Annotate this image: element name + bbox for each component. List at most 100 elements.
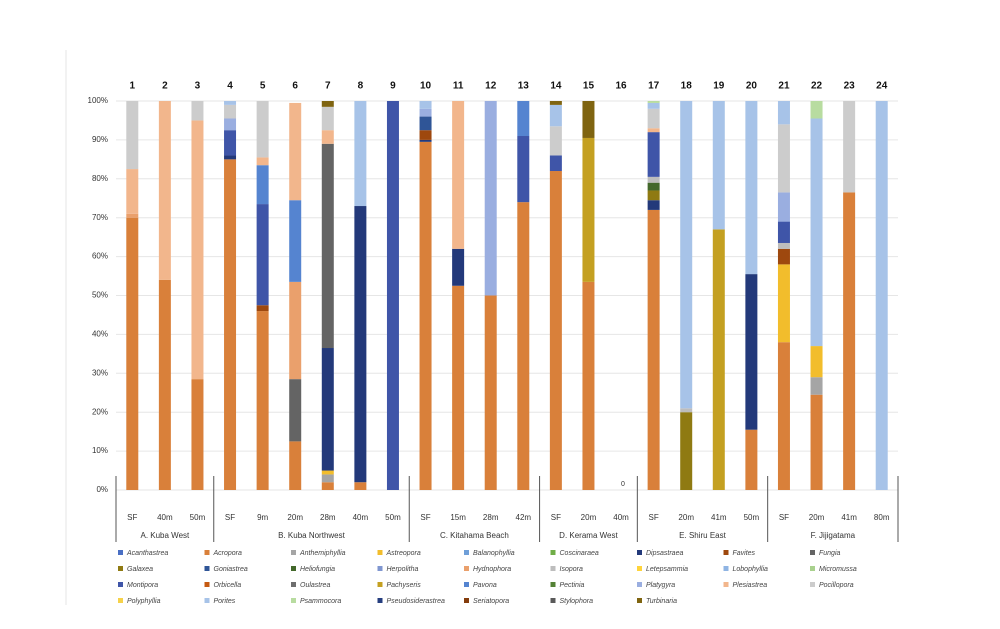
legend-swatch: [204, 598, 210, 603]
x-tick-label: 20m: [678, 513, 694, 522]
legend-swatch: [464, 598, 469, 603]
bar-segment: [321, 470, 334, 475]
y-tick-label: 10%: [92, 446, 108, 455]
bar-number: 4: [227, 81, 233, 92]
bar-segment: [419, 139, 432, 142]
bar-segment: [224, 118, 237, 131]
bar-segment: [126, 217, 139, 490]
bar-segment: [224, 104, 237, 119]
bar-segment: [256, 101, 269, 158]
bar-segment: [777, 242, 790, 249]
bar-segment: [582, 137, 595, 282]
bar-segment: [582, 281, 595, 490]
x-tick-label: 40m: [613, 513, 629, 522]
bar-segment: [289, 281, 302, 380]
legend-label: Goniastrea: [214, 566, 248, 573]
legend-swatch: [550, 550, 556, 555]
bar-segment: [777, 264, 790, 343]
legend-label: Pectinia: [560, 582, 585, 589]
legend-label: Letepsammia: [646, 566, 688, 573]
group-label: E. Shiru East: [679, 531, 726, 540]
bar-segment: [354, 482, 367, 490]
legend-swatch: [291, 582, 296, 587]
legend-label: Lobophyllia: [733, 566, 769, 573]
bar-number: 20: [746, 81, 758, 92]
bar-segment: [810, 346, 823, 378]
bar-segment: [777, 101, 790, 125]
legend-swatch: [377, 566, 383, 571]
bar-segment: [191, 101, 204, 121]
y-tick-label: 40%: [92, 330, 108, 339]
bar-segment: [419, 130, 432, 140]
legend-swatch: [377, 598, 383, 603]
bar-segment: [452, 101, 465, 249]
bar-segment: [777, 221, 790, 243]
bar-segment: [680, 101, 693, 409]
legend-swatch: [291, 598, 296, 603]
y-tick-label: 30%: [92, 368, 108, 377]
legend-label: Stylophora: [560, 598, 594, 605]
x-tick-label: 50m: [744, 513, 760, 522]
legend-label: Herpolitha: [387, 566, 419, 573]
legend-swatch: [810, 550, 815, 555]
bar-segment: [810, 377, 823, 395]
legend-label: Pseudosiderastrea: [387, 598, 445, 605]
legend-label: Heliofungia: [300, 566, 335, 573]
bar-segment: [777, 192, 790, 222]
x-tick-label: SF: [649, 513, 659, 522]
legend-label: Oulastrea: [300, 582, 330, 589]
legend-swatch: [723, 550, 729, 555]
bar-segment: [158, 101, 171, 280]
x-tick-label: 41m: [841, 513, 857, 522]
bar-segment: [452, 285, 465, 490]
legend-label: Isopora: [560, 566, 583, 573]
bar-segment: [126, 101, 139, 170]
legend-swatch: [637, 566, 642, 571]
bar-segment: [256, 204, 269, 306]
bar-segment: [712, 229, 725, 490]
bar-segment: [549, 155, 562, 172]
bar-segment: [419, 116, 432, 131]
bar-segment: [843, 101, 856, 193]
bar-segment: [126, 213, 139, 218]
x-tick-label: 50m: [190, 513, 206, 522]
bar-segment: [647, 182, 660, 191]
bar-segment: [452, 248, 465, 286]
bar-segment: [354, 206, 367, 483]
bar-number: 12: [485, 81, 497, 92]
legend-swatch: [550, 566, 556, 571]
legend-swatch: [550, 598, 556, 603]
bar-number: 5: [260, 81, 266, 92]
bar-number: 14: [550, 81, 562, 92]
bar-segment: [549, 101, 562, 105]
x-tick-label: 40m: [353, 513, 369, 522]
bar-segment: [484, 101, 497, 296]
bar-segment: [647, 176, 660, 183]
legend-swatch: [118, 582, 123, 587]
x-tick-label: SF: [127, 513, 137, 522]
bar-segment: [810, 118, 823, 347]
bar-segment: [680, 408, 693, 413]
legend-label: Favites: [733, 550, 756, 557]
bar-number: 2: [162, 81, 168, 92]
legend-label: Hydnophora: [473, 566, 511, 573]
legend-label: Turbinaria: [646, 598, 677, 605]
bar-segment: [777, 248, 790, 265]
bar-segment: [191, 379, 204, 490]
bar-segment: [549, 171, 562, 490]
bar-segment: [321, 482, 334, 490]
group-label: D. Kerama West: [559, 531, 618, 540]
bar-number: 3: [195, 81, 201, 92]
legend-swatch: [810, 566, 815, 571]
legend-label: Acropora: [213, 550, 243, 557]
legend-swatch: [550, 582, 556, 587]
bar-number: 18: [681, 81, 693, 92]
legend-label: Anthemiphyllia: [299, 550, 346, 557]
bar-segment: [647, 102, 660, 109]
legend-swatch: [204, 550, 210, 555]
y-tick-label: 80%: [92, 174, 108, 183]
bar-number: 9: [390, 81, 396, 92]
bar-segment: [256, 157, 269, 166]
legend-label: Seriatopora: [473, 598, 509, 605]
